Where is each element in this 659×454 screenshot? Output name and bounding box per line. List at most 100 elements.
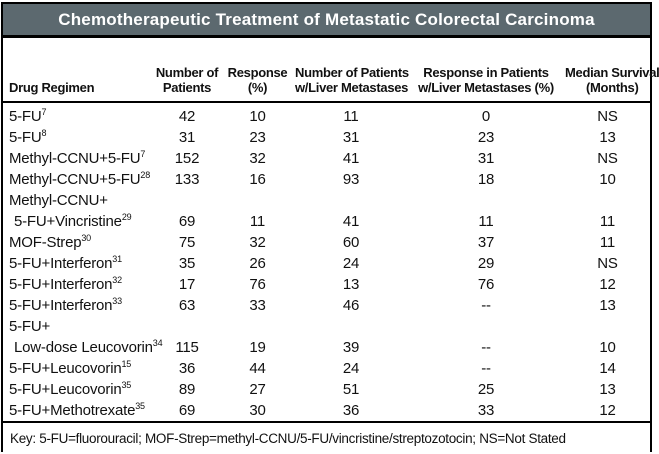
cell-value-col4: -- (481, 297, 491, 314)
cell-value-col2: 11 (249, 213, 266, 230)
cell-value-col3: 46 (342, 297, 360, 314)
column-header-0: Drug Regimen (3, 80, 154, 95)
table-row-continued: Methyl-CCNU+ (3, 190, 650, 211)
cell-value-col4: 25 (477, 381, 495, 398)
table-title: Chemotherapeutic Treatment of Metastatic… (58, 9, 595, 29)
cell-value-col2: 76 (249, 276, 266, 293)
cell-value-col3: 41 (342, 150, 360, 167)
table-row: 5-FU+Interferon33 63 33 46 -- 13 (3, 295, 650, 316)
drug-name: Low-dose Leucovorin34 (14, 338, 163, 357)
table-row: 5-FU+Interferon31 35 26 24 29 NS (3, 253, 650, 274)
drug-name: 5-FU+Methotrexate35 (9, 401, 145, 420)
table-row: 5-FU+Leucovorin15 36 44 24 -- 14 (3, 358, 650, 379)
cell-value-col3: 24 (342, 360, 360, 377)
cell-value-col2: 33 (249, 297, 266, 314)
cell-value-col3: 60 (342, 234, 360, 251)
table-row: 5-FU+Vincristine29 69 11 41 11 11 (3, 211, 650, 232)
drug-name: 5-FU+Vincristine29 (14, 212, 132, 231)
cell-value-col4: 33 (477, 402, 495, 419)
cell-value-col5: 10 (599, 339, 616, 356)
drug-name: 5-FU7 (9, 107, 47, 126)
column-header-4: Response in Patients w/Liver Metastases (… (407, 65, 565, 95)
cell-value-col2: 10 (249, 108, 266, 125)
cell-value-col2: 32 (249, 150, 266, 167)
reference-superscript: 31 (112, 254, 122, 264)
cell-value-col5: 13 (599, 381, 616, 398)
cell-value-col1: 17 (178, 276, 196, 293)
column-header-line: Drug Regimen (9, 80, 95, 95)
cell-value-col4: 76 (477, 276, 495, 293)
cell-value-col2: 44 (249, 360, 266, 377)
cell-value-col1: 75 (178, 234, 196, 251)
column-header-3: Number of Patients w/Liver Metastases (295, 65, 409, 95)
cell-value-col2: 23 (249, 129, 266, 146)
cell-value-col1: 152 (174, 150, 200, 167)
cell-value-col1: 31 (178, 129, 196, 146)
cell-value-col3: 93 (342, 171, 360, 188)
table-row: 5-FU7 42 10 11 0 NS (3, 106, 650, 127)
cell-value-col2: 27 (249, 381, 266, 398)
reference-superscript: 35 (121, 380, 132, 390)
cell-value-col1: 42 (178, 108, 196, 125)
column-header-line: Response (227, 65, 288, 80)
drug-name: 5-FU+Interferon33 (9, 296, 122, 315)
cell-value-col1: 63 (178, 297, 196, 314)
cell-value-col3: 51 (342, 381, 360, 398)
column-header-line: Median Survival (565, 65, 659, 80)
cell-value-col5: NS (597, 108, 618, 125)
reference-superscript: 29 (121, 212, 132, 222)
reference-superscript: 7 (140, 149, 146, 159)
cell-value-col1: 35 (178, 255, 196, 272)
cell-value-col3: 36 (342, 402, 360, 419)
column-header-line: w/Liver Metastases (295, 80, 409, 95)
reference-superscript: 30 (81, 233, 91, 243)
cell-value-col3: 24 (342, 255, 360, 272)
drug-name: Methyl-CCNU+5-FU7 (9, 149, 146, 168)
cell-value-col5: NS (597, 150, 618, 167)
cell-value-col2: 16 (249, 171, 266, 188)
reference-superscript: 32 (112, 275, 122, 285)
table-row: MOF-Strep30 75 32 60 37 11 (3, 232, 650, 253)
drug-name: MOF-Strep30 (9, 233, 91, 252)
cell-value-col1: 133 (174, 171, 200, 188)
table-row-continued: 5-FU+ (3, 316, 650, 337)
drug-name: 5-FU+Leucovorin15 (9, 359, 132, 378)
cell-value-col4: 29 (477, 255, 495, 272)
drug-name-prefix: Methyl-CCNU+ (9, 192, 108, 209)
column-header-line: Patients (162, 80, 212, 95)
cell-value-col2: 32 (249, 234, 266, 251)
drug-name: Methyl-CCNU+5-FU28 (9, 170, 151, 189)
cell-value-col4: 37 (477, 234, 495, 251)
cell-value-col3: 39 (342, 339, 360, 356)
reference-superscript: 34 (152, 338, 163, 348)
reference-superscript: 33 (112, 296, 122, 306)
table-body: 5-FU7 42 10 11 0 NS 5-FU8 31 23 31 23 13 Methyl-CCNU… (3, 103, 650, 421)
table-row: 5-FU8 31 23 31 23 13 (3, 127, 650, 148)
column-header-line: Number of (155, 65, 219, 80)
cell-value-col4: 31 (477, 150, 495, 167)
column-header-1: Number of Patients (154, 65, 220, 95)
cell-value-col1: 36 (178, 360, 196, 377)
cell-value-col2: 30 (249, 402, 266, 419)
reference-superscript: 7 (41, 107, 47, 117)
cell-value-col4: 0 (481, 108, 491, 125)
table-row: 5-FU+Leucovorin35 89 27 51 25 13 (3, 379, 650, 400)
cell-value-col5: 12 (599, 402, 616, 419)
cell-value-col2: 26 (249, 255, 266, 272)
table-row: Methyl-CCNU+5-FU7 152 32 41 31 NS (3, 148, 650, 169)
drug-name: 5-FU+Leucovorin35 (9, 380, 132, 399)
cell-value-col5: 12 (599, 276, 616, 293)
column-header-line: Response in Patients (423, 65, 549, 80)
cell-value-col5: 11 (599, 234, 616, 251)
cell-value-col3: 41 (342, 213, 360, 230)
cell-value-col5: NS (597, 255, 618, 272)
drug-name: 5-FU+Interferon32 (9, 275, 122, 294)
table-key-row: Key: 5-FU=fluorouracil; MOF-Strep=methyl… (3, 421, 650, 454)
reference-superscript: 35 (135, 401, 145, 411)
column-header-line: (%) (247, 80, 268, 95)
column-header-line: Number of Patients (295, 65, 409, 80)
cell-value-col5: 10 (599, 171, 616, 188)
table-row: 5-FU+Interferon32 17 76 13 76 12 (3, 274, 650, 295)
reference-superscript: 8 (41, 128, 47, 138)
